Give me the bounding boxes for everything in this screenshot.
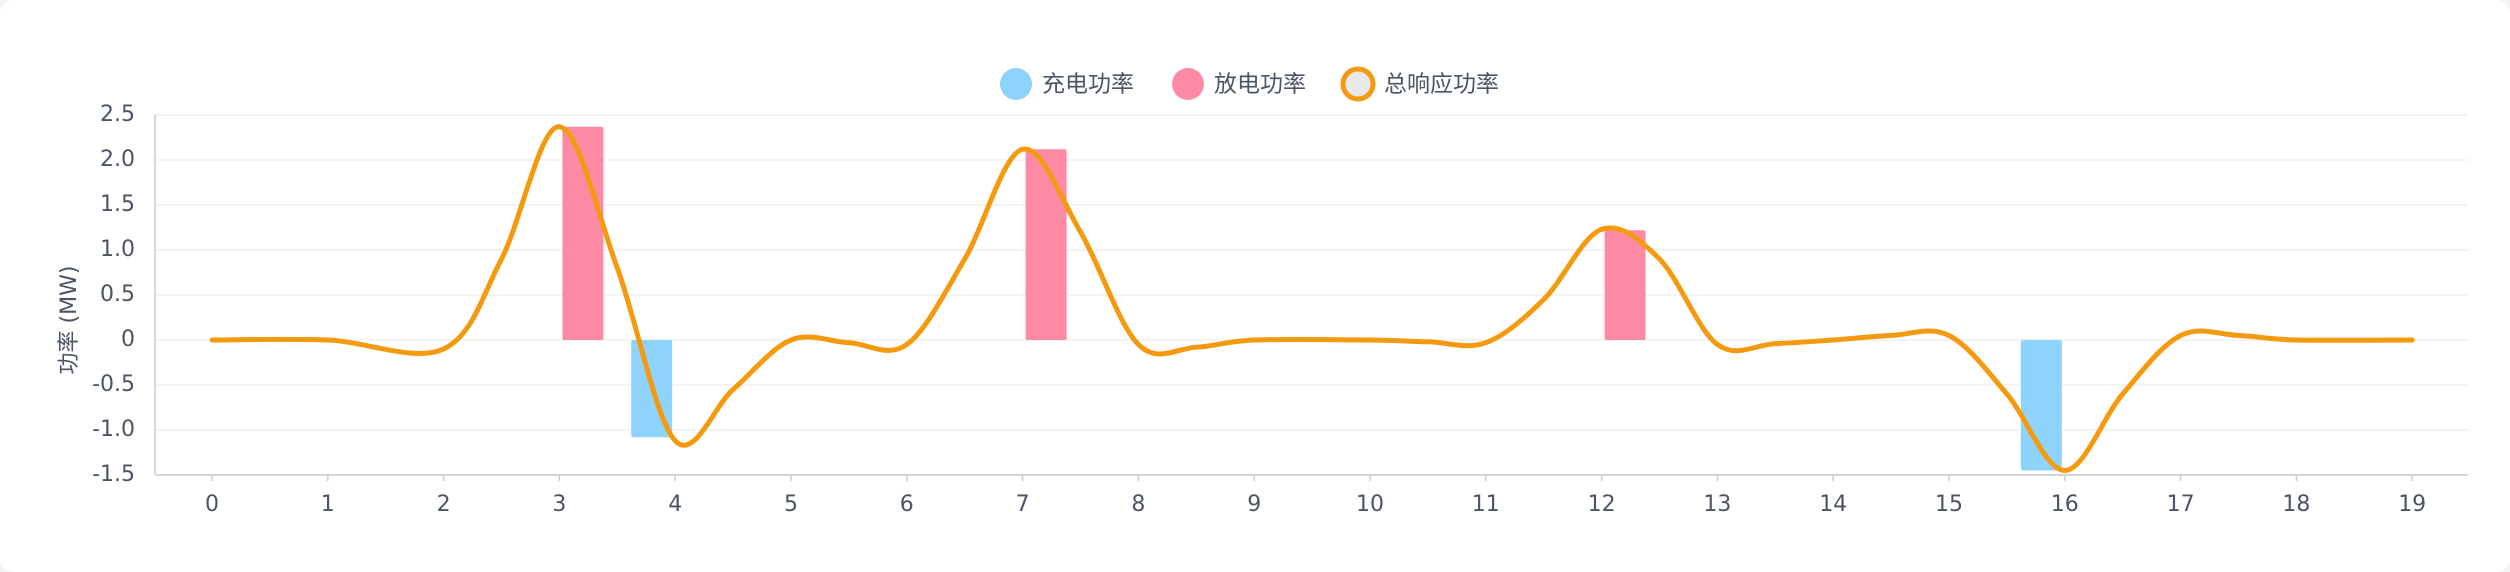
legend-label: 充电功率 (1042, 72, 1134, 98)
legend-label: 总响应功率 (1384, 72, 1499, 98)
x-tick-label: 1 (321, 492, 335, 517)
total-response-line (209, 124, 2415, 473)
bar-discharge-7 (1025, 149, 1067, 340)
bar-discharge-12 (1604, 230, 1646, 340)
x-tick-label: 15 (1935, 492, 1963, 517)
x-tick-label: 17 (2167, 492, 2195, 517)
legend: 充电功率 放电功率 总响应功率 (1000, 66, 1499, 102)
x-tick-label: 18 (2282, 492, 2310, 517)
y-tick-label: -0.5 (92, 372, 135, 397)
x-tick-label: 8 (1131, 492, 1145, 517)
x-tick-label: 5 (784, 492, 798, 517)
x-tick-label: 13 (1703, 492, 1731, 517)
bar-discharge-3 (562, 126, 604, 340)
x-tick-label: 14 (1819, 492, 1847, 517)
legend-item-2: 总响应功率 (1340, 66, 1499, 102)
legend-label: 放电功率 (1214, 72, 1306, 98)
x-tick-label: 9 (1247, 492, 1261, 517)
y-tick-label: 1.5 (100, 192, 135, 217)
y-axis-label: 功率 (MW) (57, 266, 82, 375)
legend-item-1: 放电功率 (1172, 68, 1306, 100)
bar-charge-16 (2020, 340, 2062, 471)
y-tick-label: 2.0 (100, 147, 135, 172)
legend-swatch (1340, 66, 1376, 102)
axis-layer: 2.52.01.51.00.50-0.5-1.0-1.50 1 2 3 4 5 6 7 8 9 10… (92, 102, 2468, 517)
line-layer (209, 124, 2415, 473)
y-tick-label: 2.5 (100, 102, 135, 127)
x-tick-label: 19 (2398, 492, 2426, 517)
x-tick-label: 12 (1588, 492, 1616, 517)
x-tick-label: 4 (668, 492, 682, 517)
legend-item-0: 充电功率 (1000, 68, 1134, 100)
x-tick-label: 11 (1472, 492, 1500, 517)
y-tick-label: 0.5 (100, 282, 135, 307)
legend-swatch (1172, 68, 1204, 100)
y-tick-label: 1.0 (100, 237, 135, 262)
grid-layer (155, 114, 2468, 476)
x-tick-label: 3 (552, 492, 566, 517)
x-tick-label: 2 (437, 492, 451, 517)
bar-layer (562, 126, 2062, 471)
x-tick-label: 6 (900, 492, 914, 517)
x-tick-label: 0 (205, 492, 219, 517)
y-tick-label: 0 (121, 327, 135, 352)
x-tick-label: 16 (2051, 492, 2079, 517)
legend-swatch (1000, 68, 1032, 100)
y-tick-label: -1.0 (92, 417, 135, 442)
y-tick-label: -1.5 (92, 462, 135, 487)
x-tick-label: 10 (1356, 492, 1384, 517)
x-tick-label: 7 (1016, 492, 1030, 517)
